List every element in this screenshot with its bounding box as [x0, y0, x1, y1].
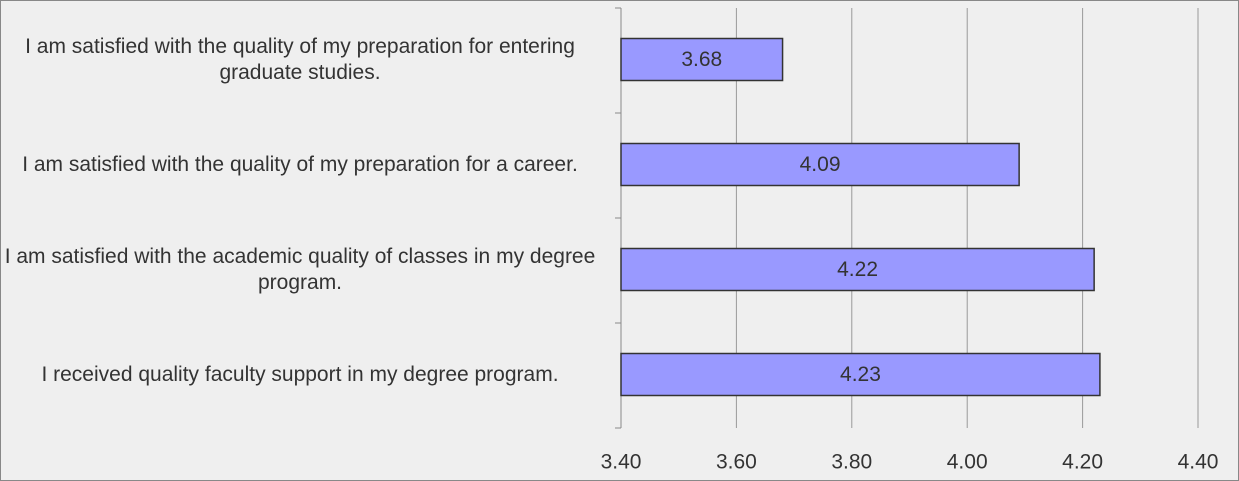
x-tick-label: 4.20 — [1062, 451, 1103, 474]
bar — [620, 37, 784, 82]
bar — [620, 352, 1101, 397]
value-label: 4.23 — [840, 363, 881, 386]
x-tick-label: 3.80 — [831, 451, 872, 474]
x-tick-label: 3.40 — [601, 451, 642, 474]
value-label: 3.68 — [681, 48, 722, 71]
bar — [620, 142, 1020, 187]
value-label: 4.09 — [800, 153, 841, 176]
category-label: I am satisfied with the quality of my pr… — [25, 34, 575, 84]
category-label: I received quality faculty support in my… — [41, 362, 559, 386]
x-tick-label: 4.40 — [1178, 451, 1219, 474]
x-tick-label: 4.00 — [947, 451, 988, 474]
bar — [620, 247, 1095, 292]
category-label: I am satisfied with the academic quality… — [4, 244, 596, 294]
category-label: I am satisfied with the quality of my pr… — [22, 152, 578, 176]
x-tick-label: 3.60 — [716, 451, 757, 474]
value-label: 4.22 — [837, 258, 878, 281]
